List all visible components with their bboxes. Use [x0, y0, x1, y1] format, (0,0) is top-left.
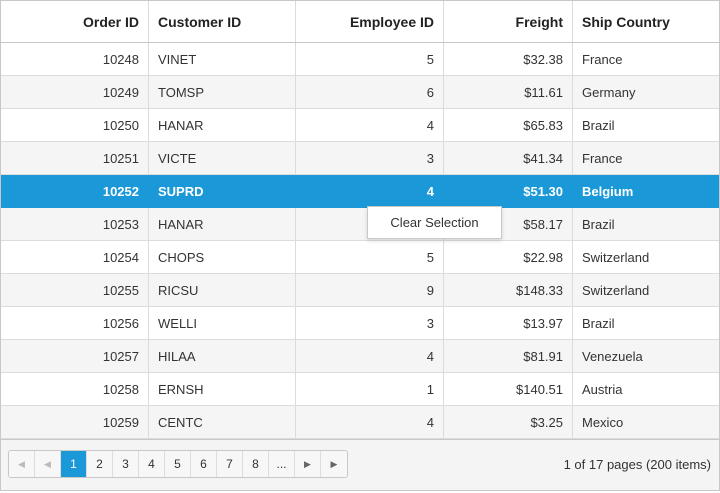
cell-customer-id: VINET — [149, 43, 296, 75]
cell-customer-id: CHOPS — [149, 241, 296, 273]
cell-freight: $32.38 — [444, 43, 573, 75]
cell-customer-id: CENTC — [149, 406, 296, 438]
cell-customer-id: SUPRD — [149, 175, 296, 207]
page-button-7[interactable]: 7 — [217, 451, 243, 477]
cell-customer-id: HANAR — [149, 208, 296, 240]
cell-order-id: 10255 — [1, 274, 149, 306]
table-row[interactable]: 10249 TOMSP 6 $11.61 Germany — [1, 76, 719, 109]
cell-ship-country: Switzerland — [582, 249, 650, 265]
table-row[interactable]: 10258 ERNSH 1 $140.51 Austria — [1, 373, 719, 406]
cell-order-id: 10256 — [1, 307, 149, 339]
page-button-8[interactable]: 8 — [243, 451, 269, 477]
cell-employee-id: 5 — [296, 43, 444, 75]
last-page-icon[interactable]: ▶​ — [321, 451, 347, 477]
cell-order-id: 10251 — [1, 142, 149, 174]
cell-customer-id: TOMSP — [149, 76, 296, 108]
cell-freight: $22.98 — [444, 241, 573, 273]
cell-employee-id: 4 — [296, 406, 444, 438]
cell-employee-id: 4 — [296, 109, 444, 141]
grid-header: Order ID Customer ID Employee ID Freight… — [1, 1, 719, 43]
cell-ship-country: France — [582, 150, 623, 166]
table-row[interactable]: 10259 CENTC 4 $3.25 Mexico — [1, 406, 719, 439]
cell-freight: $81.91 — [444, 340, 573, 372]
cell-customer-id: RICSU — [149, 274, 296, 306]
cell-ship-country: Venezuela — [582, 348, 643, 364]
page-button-3[interactable]: 3 — [113, 451, 139, 477]
cell-employee-id: 1 — [296, 373, 444, 405]
table-row[interactable]: 10252 SUPRD 4 $51.30 Belgium — [1, 175, 719, 208]
cell-freight: $148.33 — [444, 274, 573, 306]
header-customer-id[interactable]: Customer ID — [149, 1, 296, 42]
cell-ship-country: Brazil — [582, 216, 615, 232]
cell-customer-id: WELLI — [149, 307, 296, 339]
cell-employee-id: 5 — [296, 241, 444, 273]
cell-freight: $65.83 — [444, 109, 573, 141]
cell-customer-id: HANAR — [149, 109, 296, 141]
cell-ship-country: Switzerland — [582, 282, 650, 298]
table-row[interactable]: 10250 HANAR 4 $65.83 Brazil — [1, 109, 719, 142]
cell-freight: $11.61 — [444, 76, 573, 108]
pager-info: 1 of 17 pages (200 items) — [563, 456, 711, 472]
cell-employee-id: 3 — [296, 307, 444, 339]
cell-customer-id: HILAA — [149, 340, 296, 372]
cell-ship-country: Brazil — [582, 315, 615, 331]
table-row[interactable]: 10248 VINET 5 $32.38 France — [1, 43, 719, 76]
cell-employee-id: 3 — [296, 142, 444, 174]
table-row[interactable]: 10251 VICTE 3 $41.34 France — [1, 142, 719, 175]
page-button-2[interactable]: 2 — [87, 451, 113, 477]
next-page-icon[interactable]: ▶ — [295, 451, 321, 477]
cell-order-id: 10257 — [1, 340, 149, 372]
cell-employee-id: 4 — [296, 175, 444, 207]
header-ship-country[interactable]: Ship Country — [582, 13, 670, 30]
context-menu-clear-selection[interactable]: Clear Selection — [367, 206, 502, 239]
cell-order-id: 10253 — [1, 208, 149, 240]
cell-customer-id: ERNSH — [149, 373, 296, 405]
cell-employee-id: 9 — [296, 274, 444, 306]
page-button-more[interactable]: ... — [269, 451, 295, 477]
pager: ◀​ ◀ 1 2 3 4 5 6 7 8 ... ▶ ▶​ 1 of 17 pa… — [1, 439, 719, 490]
first-page-icon[interactable]: ◀​ — [9, 451, 35, 477]
cell-freight: $140.51 — [444, 373, 573, 405]
cell-order-id: 10249 — [1, 76, 149, 108]
cell-order-id: 10258 — [1, 373, 149, 405]
table-row[interactable]: 10253 HANAR $58.17 Brazil — [1, 208, 719, 241]
cell-freight: $51.30 — [444, 175, 573, 207]
cell-freight: $13.97 — [444, 307, 573, 339]
header-freight[interactable]: Freight — [444, 1, 573, 42]
pager-buttons: ◀​ ◀ 1 2 3 4 5 6 7 8 ... ▶ ▶​ — [8, 450, 348, 478]
cell-order-id: 10248 — [1, 43, 149, 75]
cell-order-id: 10252 — [1, 175, 149, 207]
cell-ship-country: Germany — [582, 84, 636, 100]
page-button-4[interactable]: 4 — [139, 451, 165, 477]
cell-ship-country: Mexico — [582, 414, 624, 430]
table-row[interactable]: 10256 WELLI 3 $13.97 Brazil — [1, 307, 719, 340]
table-row[interactable]: 10257 HILAA 4 $81.91 Venezuela — [1, 340, 719, 373]
cell-employee-id: 4 — [296, 340, 444, 372]
cell-ship-country: Brazil — [582, 117, 615, 133]
header-order-id[interactable]: Order ID — [1, 1, 149, 42]
cell-customer-id: VICTE — [149, 142, 296, 174]
header-employee-id[interactable]: Employee ID — [296, 1, 444, 42]
cell-ship-country: France — [582, 51, 623, 67]
cell-freight: $58.17 — [444, 208, 573, 240]
page-button-5[interactable]: 5 — [165, 451, 191, 477]
table-row[interactable]: 10255 RICSU 9 $148.33 Switzerland — [1, 274, 719, 307]
previous-page-icon[interactable]: ◀ — [35, 451, 61, 477]
cell-employee-id: 6 — [296, 76, 444, 108]
cell-order-id: 10254 — [1, 241, 149, 273]
table-row[interactable]: 10254 CHOPS 5 $22.98 Switzerland — [1, 241, 719, 274]
cell-order-id: 10259 — [1, 406, 149, 438]
cell-order-id: 10250 — [1, 109, 149, 141]
cell-ship-country: Austria — [582, 381, 623, 397]
page-button-6[interactable]: 6 — [191, 451, 217, 477]
cell-freight: $3.25 — [444, 406, 573, 438]
page-button-1[interactable]: 1 — [61, 451, 87, 477]
cell-ship-country: Belgium — [582, 183, 634, 199]
cell-freight: $41.34 — [444, 142, 573, 174]
